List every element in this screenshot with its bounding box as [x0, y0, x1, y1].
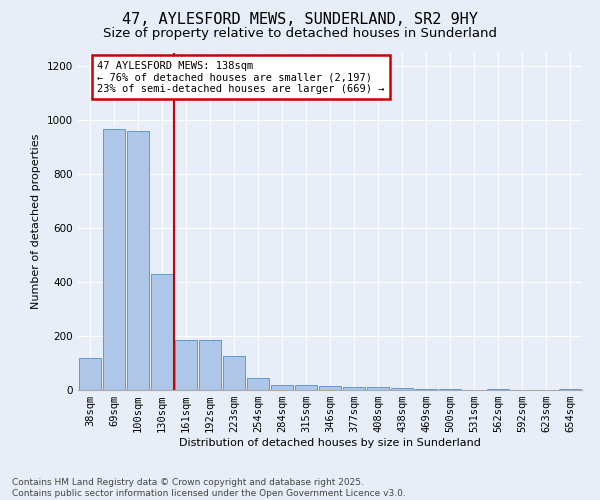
Bar [223, 356, 245, 390]
Bar [439, 388, 461, 390]
Y-axis label: Number of detached properties: Number of detached properties [31, 134, 41, 309]
Bar [127, 131, 149, 390]
X-axis label: Distribution of detached houses by size in Sunderland: Distribution of detached houses by size … [179, 438, 481, 448]
Bar [295, 385, 317, 390]
Bar [487, 388, 509, 390]
Text: 47, AYLESFORD MEWS, SUNDERLAND, SR2 9HY: 47, AYLESFORD MEWS, SUNDERLAND, SR2 9HY [122, 12, 478, 28]
Bar [199, 340, 221, 390]
Bar [79, 358, 101, 390]
Bar [559, 388, 581, 390]
Bar [367, 388, 389, 390]
Bar [271, 385, 293, 390]
Bar [415, 388, 437, 390]
Text: Contains HM Land Registry data © Crown copyright and database right 2025.
Contai: Contains HM Land Registry data © Crown c… [12, 478, 406, 498]
Bar [247, 378, 269, 390]
Bar [391, 388, 413, 390]
Bar [151, 274, 173, 390]
Bar [175, 340, 197, 390]
Bar [103, 130, 125, 390]
Text: Size of property relative to detached houses in Sunderland: Size of property relative to detached ho… [103, 28, 497, 40]
Bar [343, 388, 365, 390]
Text: 47 AYLESFORD MEWS: 138sqm
← 76% of detached houses are smaller (2,197)
23% of se: 47 AYLESFORD MEWS: 138sqm ← 76% of detac… [97, 60, 385, 94]
Bar [319, 386, 341, 390]
